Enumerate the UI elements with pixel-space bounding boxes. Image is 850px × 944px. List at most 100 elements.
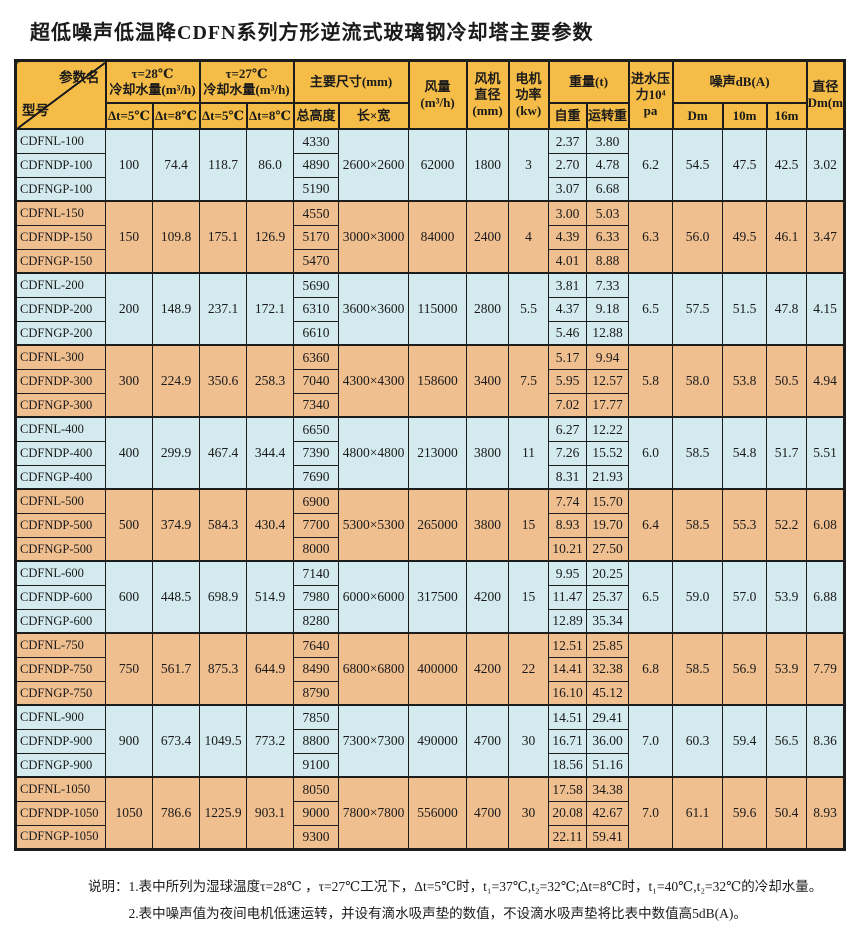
cell-diameter: 5.51 [806, 416, 846, 490]
header-motor-power: 电机 功率 (kw) [507, 59, 550, 130]
cell-running-weight: 27.50 [586, 536, 630, 562]
cell-running-weight: 25.85 [586, 632, 630, 658]
cell-running-weight: 8.88 [586, 248, 630, 274]
table-row: CDFNDP-600 7980 11.47 25.37 [15, 584, 845, 610]
cell-noise-dm: 60.3 [672, 704, 724, 778]
header-noise-16m: 16m [765, 102, 808, 130]
cell-noise-16m: 51.7 [766, 416, 808, 490]
cell-total-height: 6650 [293, 416, 340, 442]
cell-model: CDFNGP-750 [15, 680, 106, 706]
cell-motor-power: 3 [508, 128, 550, 202]
cell-noise-10m: 54.8 [722, 416, 768, 490]
cell-model: CDFNDP-300 [15, 368, 106, 394]
cell-diameter: 6.08 [806, 488, 846, 562]
table-row: CDFNL-750 750 561.7 875.3 644.9 7640 6800×6800… [15, 632, 846, 706]
cell-noise-dm: 58.5 [672, 416, 724, 490]
cell-fan-diameter: 4200 [466, 560, 510, 634]
cell-airflow: 400000 [408, 632, 468, 706]
cell-self-weight: 3.00 [548, 200, 588, 226]
cell-motor-power: 30 [508, 776, 550, 850]
header-weight: 重量(t) [547, 59, 630, 104]
cell-total-height: 7640 [293, 632, 340, 658]
cell-self-weight: 8.93 [548, 512, 588, 538]
notes: 说明： 1.表中所列为湿球温度τ=28℃ ，τ=27℃工况下，Δt=5℃时，t₁… [88, 873, 850, 927]
header-self-weight: 自重 [547, 102, 588, 130]
cell-noise-dm: 61.1 [672, 776, 724, 850]
cell-total-height: 8050 [293, 776, 340, 802]
table-row: CDFNGP-1050 9300 22.11 59.41 [15, 824, 845, 850]
table-row: CDFNL-500 500 374.9 584.3 430.4 6900 5300×5300… [15, 488, 846, 562]
table-row: CDFNL-1050 1050 786.6 1225.9 903.1 8050 7800×7… [15, 776, 846, 850]
cell-flow27-dt8: 903.1 [246, 776, 295, 850]
cell-length-width: 6000×6000 [338, 560, 410, 634]
cell-noise-16m: 53.9 [766, 560, 808, 634]
cell-model: CDFNL-1050 [15, 776, 106, 802]
cell-noise-dm: 58.0 [672, 344, 724, 418]
cell-running-weight: 6.33 [586, 224, 630, 250]
cell-self-weight: 2.37 [548, 128, 588, 154]
cell-flow27-dt5: 175.1 [199, 200, 248, 274]
cell-total-height: 7700 [293, 512, 340, 538]
cell-noise-10m: 59.4 [722, 704, 768, 778]
cell-fan-diameter: 2400 [466, 200, 510, 274]
cell-self-weight: 4.01 [548, 248, 588, 274]
cell-flow27-dt5: 1225.9 [199, 776, 248, 850]
cell-running-weight: 5.03 [586, 200, 630, 226]
cell-flow28-dt8: 786.6 [151, 776, 201, 850]
table-row: CDFNDP-1050 9000 20.08 42.67 [15, 800, 845, 826]
cell-noise-dm: 59.0 [672, 560, 724, 634]
cell-inlet-pressure: 6.8 [628, 632, 674, 706]
cell-self-weight: 7.02 [548, 392, 588, 418]
cell-inlet-pressure: 6.5 [628, 560, 674, 634]
cell-inlet-pressure: 7.0 [628, 776, 674, 850]
cell-flow27-dt5: 1049.5 [199, 704, 248, 778]
table-row: CDFNGP-750 8790 16.10 45.12 [15, 680, 845, 706]
cell-self-weight: 9.95 [548, 560, 588, 586]
table-row: CDFNL-300 300 224.9 350.6 258.3 6360 4300×4300… [15, 344, 846, 418]
cell-airflow: 62000 [408, 128, 468, 202]
cell-total-height: 8000 [293, 536, 340, 562]
table-row: CDFNL-400 400 299.9 467.4 344.4 6650 4800×4800… [15, 416, 846, 490]
cell-airflow: 84000 [408, 200, 468, 274]
cell-self-weight: 8.31 [548, 464, 588, 490]
header-fan-diameter: 风机 直径 (mm) [465, 59, 510, 130]
cell-self-weight: 14.41 [548, 656, 588, 682]
cell-flow27-dt5: 350.6 [199, 344, 248, 418]
cell-inlet-pressure: 7.0 [628, 704, 674, 778]
cell-noise-10m: 56.9 [722, 632, 768, 706]
cell-inlet-pressure: 6.0 [628, 416, 674, 490]
table-row: CDFNL-150 150 109.8 175.1 126.9 4550 3000×3000… [15, 200, 846, 274]
cell-noise-dm: 57.5 [672, 272, 724, 346]
cell-model: CDFNDP-600 [15, 584, 106, 610]
cell-flow28-dt5: 200 [105, 272, 153, 346]
cell-total-height: 5470 [293, 248, 340, 274]
cell-self-weight: 7.74 [548, 488, 588, 514]
cell-model: CDFNGP-400 [15, 464, 106, 490]
header-airflow: 风量 (m³/h) [407, 59, 468, 130]
cell-flow28-dt5: 500 [105, 488, 153, 562]
cell-model: CDFNDP-900 [15, 728, 106, 754]
cell-self-weight: 3.81 [548, 272, 588, 298]
cell-running-weight: 9.18 [586, 296, 630, 322]
cell-airflow: 115000 [408, 272, 468, 346]
cell-model: CDFNGP-300 [15, 392, 106, 418]
cell-length-width: 4300×4300 [338, 344, 410, 418]
header-inlet-pressure: 进水压 力10⁴ pa [627, 59, 674, 130]
cell-noise-dm: 58.5 [672, 632, 724, 706]
cell-inlet-pressure: 6.2 [628, 128, 674, 202]
cell-running-weight: 29.41 [586, 704, 630, 730]
cell-flow28-dt5: 400 [105, 416, 153, 490]
cell-flow27-dt8: 258.3 [246, 344, 295, 418]
cell-fan-diameter: 4700 [466, 704, 510, 778]
notes-label: 说明： [88, 878, 129, 894]
cell-model: CDFNGP-1050 [15, 824, 106, 850]
cell-fan-diameter: 3800 [466, 416, 510, 490]
cell-flow28-dt8: 224.9 [151, 344, 201, 418]
cell-self-weight: 12.51 [548, 632, 588, 658]
cell-flow27-dt8: 86.0 [246, 128, 295, 202]
cell-length-width: 5300×5300 [338, 488, 410, 562]
cell-self-weight: 20.08 [548, 800, 588, 826]
header-flow28: τ=28℃ 冷却水量(m³/h) [104, 59, 201, 104]
cell-model: CDFNDP-150 [15, 224, 106, 250]
cell-noise-10m: 51.5 [722, 272, 768, 346]
